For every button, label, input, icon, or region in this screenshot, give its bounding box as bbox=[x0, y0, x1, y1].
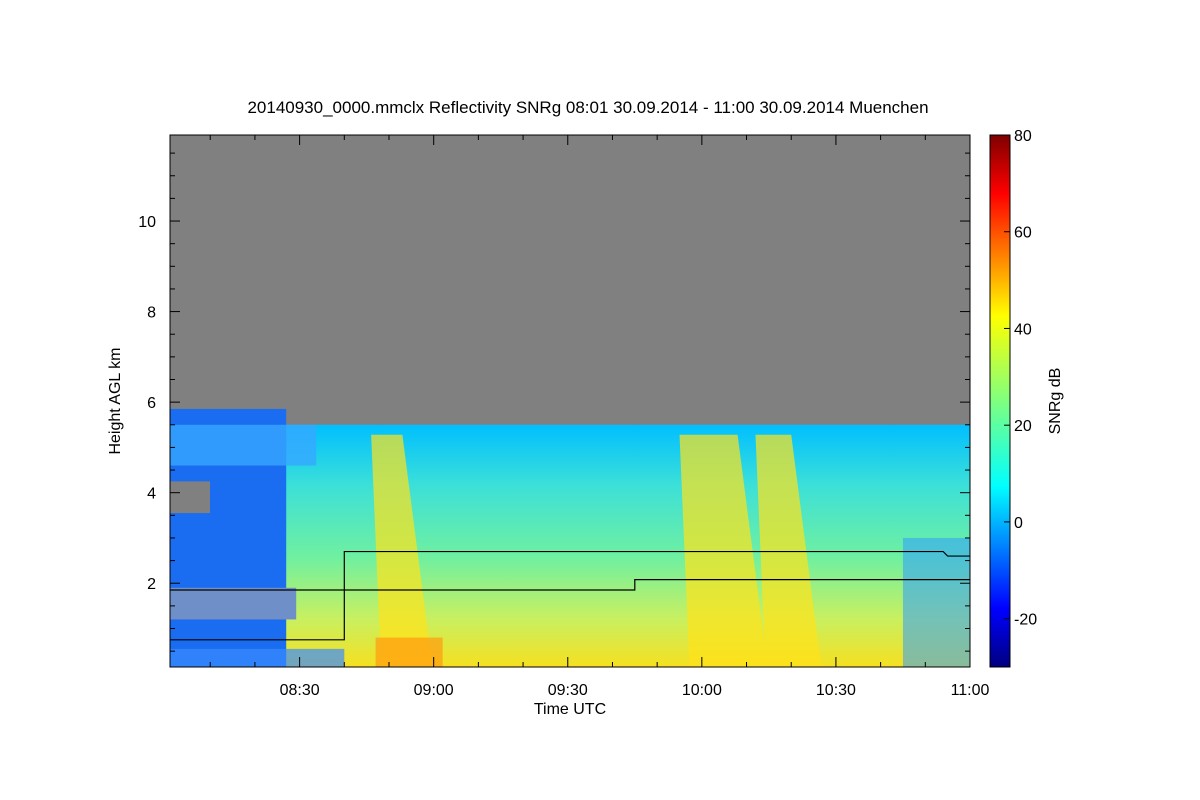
reflectivity-field bbox=[170, 408, 970, 667]
plot-area bbox=[170, 135, 970, 667]
precip-streak bbox=[755, 434, 822, 667]
x-tick-label: 11:00 bbox=[951, 682, 990, 699]
colorbar-tick-label: 60 bbox=[1014, 225, 1032, 242]
overlay-line bbox=[170, 579, 970, 591]
overlay-line bbox=[170, 550, 970, 641]
precip-streak bbox=[679, 434, 768, 667]
colorbar-tick-label: -20 bbox=[1014, 612, 1037, 629]
late-echo bbox=[902, 537, 970, 667]
surface-clutter bbox=[170, 648, 345, 667]
colorbar-label: SNRg dB bbox=[1047, 368, 1064, 435]
colorbar-axis: -20 0 20 40 60 80 bbox=[1004, 128, 1037, 629]
y-tick-label: 6 bbox=[147, 395, 156, 412]
colorbar-tick-label: 80 bbox=[1014, 128, 1032, 145]
colorbar bbox=[989, 134, 1011, 668]
y-tick-label: 8 bbox=[147, 305, 156, 322]
y-tick-label: 10 bbox=[138, 214, 156, 231]
upper-band bbox=[170, 424, 317, 466]
intense-echo bbox=[375, 637, 443, 667]
y-tick-label: 4 bbox=[147, 486, 156, 503]
early-gap-lower bbox=[170, 587, 297, 620]
x-tick-label: 10:00 bbox=[682, 682, 722, 699]
overlay-lines bbox=[170, 550, 970, 641]
precip-streak bbox=[371, 434, 433, 667]
plot-frame bbox=[169, 134, 971, 668]
x-axis: 08:30 09:00 09:30 10:00 10:30 11:00 bbox=[209, 135, 990, 699]
x-tick-label: 10:30 bbox=[816, 682, 856, 699]
y-axis-label: Height AGL km bbox=[107, 347, 124, 454]
chart-title: 20140930_0000.mmclx Reflectivity SNRg 08… bbox=[247, 98, 928, 117]
colorbar-tick-label: 40 bbox=[1014, 321, 1032, 338]
colorbar-tick-label: 0 bbox=[1014, 515, 1023, 532]
x-tick-label: 08:30 bbox=[280, 682, 320, 699]
colorbar-tick-label: 20 bbox=[1014, 418, 1032, 435]
x-tick-label: 09:30 bbox=[548, 682, 588, 699]
x-tick-label: 09:00 bbox=[414, 682, 454, 699]
x-axis-label: Time UTC bbox=[534, 701, 606, 718]
y-axis: 2 4 6 8 10 bbox=[138, 152, 970, 652]
early-gap bbox=[170, 481, 210, 514]
y-tick-label: 2 bbox=[147, 576, 156, 593]
